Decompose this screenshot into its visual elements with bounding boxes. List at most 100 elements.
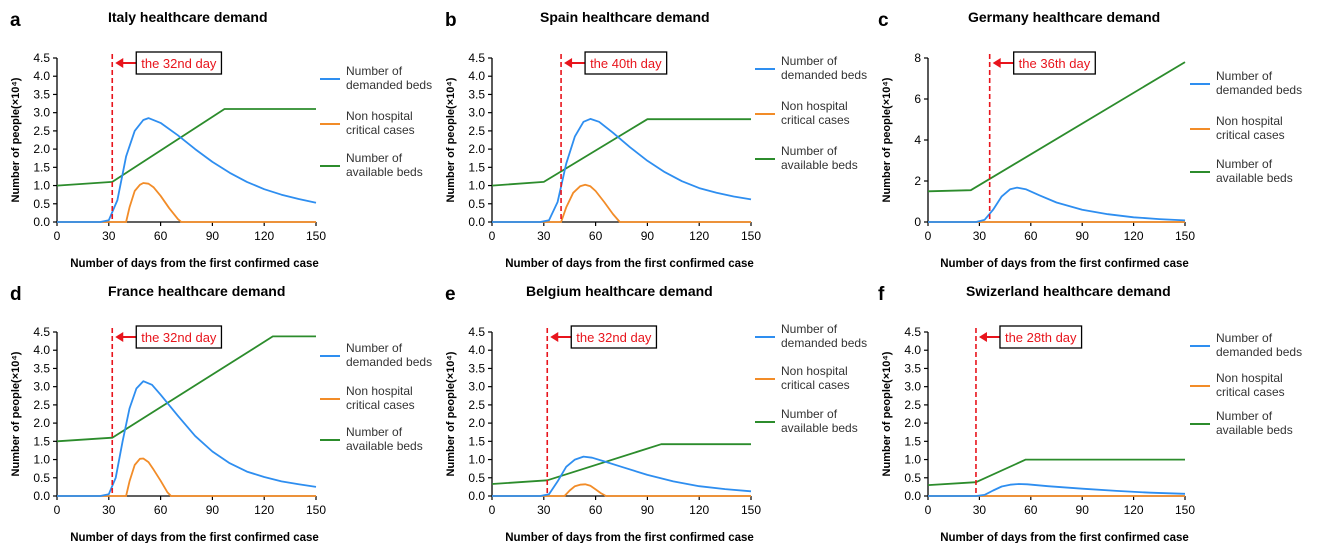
annotation-arrow-head <box>115 332 124 342</box>
legend-label-line1: Number of <box>1216 157 1273 171</box>
y-tick-label: 0.0 <box>33 215 50 229</box>
x-tick-label: 120 <box>689 503 709 517</box>
panel-title: Spain healthcare demand <box>540 9 710 25</box>
x-tick-label: 90 <box>641 503 655 517</box>
y-tick-label: 3.5 <box>33 361 50 375</box>
annotation-box <box>584 51 668 75</box>
y-tick-label: 2.5 <box>904 398 921 412</box>
series-line-1 <box>492 183 751 223</box>
series-line-1 <box>57 182 316 223</box>
panel-letter: b <box>445 10 457 31</box>
y-tick-label: 4.0 <box>468 69 485 83</box>
annotation-arrow-head <box>550 332 559 342</box>
y-tick-label: 1.0 <box>468 179 485 193</box>
legend-label-line1: Number of <box>781 322 838 336</box>
legend-label-line2: available beds <box>346 439 423 453</box>
x-tick-label: 150 <box>741 229 761 243</box>
legend-label-line1: Number of <box>346 151 403 165</box>
x-tick-label: 30 <box>102 503 116 517</box>
y-tick-label: 3.5 <box>468 361 485 375</box>
y-tick-label: 3.0 <box>33 380 50 394</box>
panel-title: Belgium healthcare demand <box>526 283 713 299</box>
series-line-0 <box>57 380 317 497</box>
series-line-2 <box>927 61 1186 193</box>
panel-letter: f <box>878 284 885 305</box>
annotation-text: the 36th day <box>1019 56 1091 71</box>
annotation-box <box>1013 51 1096 75</box>
x-tick-label: 60 <box>589 229 603 243</box>
legend-label-line2: critical cases <box>346 123 415 137</box>
x-axis-label: Number of days from the first confirmed … <box>505 532 754 543</box>
x-tick-label: 150 <box>1175 503 1195 517</box>
legend-label-line1: Number of <box>346 425 403 439</box>
y-tick-label: 2.5 <box>468 124 485 138</box>
x-tick-label: 90 <box>641 229 655 243</box>
y-tick-label: 6 <box>914 92 921 106</box>
y-tick-label: 3.5 <box>468 87 485 101</box>
y-tick-label: 3.0 <box>904 380 921 394</box>
x-tick-label: 60 <box>1024 503 1038 517</box>
y-tick-label: 0.5 <box>468 197 485 211</box>
legend-label-line2: critical cases <box>346 398 415 412</box>
x-tick-label: 0 <box>54 503 61 517</box>
legend-label-line2: critical cases <box>1216 385 1285 399</box>
x-tick-label: 150 <box>306 229 326 243</box>
y-tick-label: 3.0 <box>468 380 485 394</box>
x-tick-label: 90 <box>206 503 220 517</box>
y-tick-label: 3.5 <box>904 361 921 375</box>
y-tick-label: 4 <box>914 133 921 147</box>
y-tick-label: 0 <box>914 215 921 229</box>
x-tick-label: 0 <box>54 229 61 243</box>
x-axis-label: Number of days from the first confirmed … <box>940 532 1189 543</box>
x-tick-label: 150 <box>741 503 761 517</box>
panel-letter: c <box>878 10 889 31</box>
legend-label-line1: Non hospital <box>346 384 413 398</box>
y-tick-label: 0.0 <box>468 489 485 503</box>
annotation-box <box>999 325 1083 349</box>
annotation-arrow-head <box>564 58 573 68</box>
y-axis-label: Number of people(×10⁴) <box>881 77 893 202</box>
legend-label-line2: demanded beds <box>781 336 867 350</box>
panel-title: Swizerland healthcare demand <box>966 283 1171 299</box>
x-tick-label: 30 <box>537 229 551 243</box>
legend-label-line2: available beds <box>346 165 423 179</box>
y-tick-label: 8 <box>914 51 921 65</box>
y-axis-label: Number of people(×10⁴) <box>10 77 22 202</box>
series-line-2 <box>56 335 316 443</box>
series-line-0 <box>57 117 317 223</box>
panel-e: e Belgium healthcare demand 0.0 0.5 1.0 1.5 2.… <box>445 283 867 543</box>
y-axis-label: Number of people(×10⁴) <box>881 351 893 476</box>
x-tick-label: 150 <box>1175 229 1195 243</box>
legend-label-line2: demanded beds <box>1216 83 1302 97</box>
y-tick-label: 1.5 <box>33 160 50 174</box>
legend-label-line2: available beds <box>1216 171 1293 185</box>
y-tick-label: 1.0 <box>904 453 921 467</box>
panel-a: a Italy healthcare demand 0.0 0.5 1.0 1.5 2.0 2… <box>10 9 432 270</box>
x-tick-label: 60 <box>154 503 168 517</box>
y-tick-label: 1.5 <box>468 434 485 448</box>
x-tick-label: 30 <box>102 229 116 243</box>
legend-label-line1: Number of <box>1216 409 1273 423</box>
y-tick-label: 1.5 <box>468 160 485 174</box>
y-tick-label: 0.5 <box>468 471 485 485</box>
x-tick-label: 30 <box>537 503 551 517</box>
y-tick-label: 4.0 <box>904 343 921 357</box>
series-line-2 <box>491 118 751 187</box>
y-tick-label: 0.5 <box>33 471 50 485</box>
x-axis-label: Number of days from the first confirmed … <box>70 532 319 543</box>
y-axis-label: Number of people(×10⁴) <box>445 351 457 476</box>
y-tick-label: 2.0 <box>468 142 485 156</box>
annotation-text: the 32nd day <box>576 330 652 345</box>
annotation-text: the 32nd day <box>141 56 217 71</box>
